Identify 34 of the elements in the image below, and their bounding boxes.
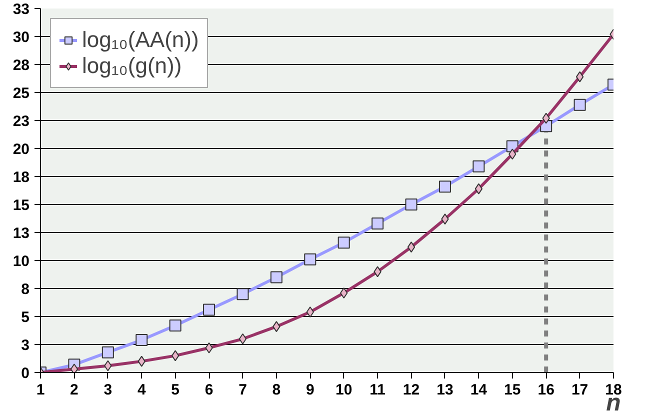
y-tick-label: 23 xyxy=(12,113,30,130)
y-tick-label: 13 xyxy=(12,225,30,242)
x-tick-label: 7 xyxy=(238,382,247,398)
y-tick-label: 10 xyxy=(12,253,30,270)
y-tick-label: 30 xyxy=(12,29,30,46)
y-tick-label: 33 xyxy=(12,1,30,18)
x-tick-label: 13 xyxy=(436,382,454,398)
x-tick-label: 4 xyxy=(137,382,146,398)
x-tick-label: 12 xyxy=(402,382,420,398)
x-tick-label: 18 xyxy=(605,382,622,398)
y-tick-label: 25 xyxy=(12,85,30,102)
y-tick-label: 0 xyxy=(21,365,30,382)
x-tick-label: 5 xyxy=(171,382,180,398)
x-tick-label: 9 xyxy=(306,382,314,398)
legend-label: log₁₀(AA(n)) xyxy=(82,27,199,53)
x-tick-label: 3 xyxy=(104,382,112,398)
x-tick-label: 16 xyxy=(538,382,554,398)
x-tick-label: 2 xyxy=(70,382,78,398)
x-tick-label: 1 xyxy=(36,382,45,398)
x-tick-label: 6 xyxy=(204,382,214,398)
y-tick-label: 20 xyxy=(12,141,30,158)
y-tick-label: 18 xyxy=(12,169,30,186)
y-tick-label: 15 xyxy=(12,197,30,214)
y-tick-label: 5 xyxy=(21,309,30,326)
x-tick-label: 11 xyxy=(370,382,386,398)
x-tick-label: 8 xyxy=(272,382,281,398)
x-tick-label: 15 xyxy=(504,382,521,398)
x-tick-label: 10 xyxy=(336,382,352,398)
y-tick-label: 28 xyxy=(12,57,30,74)
x-tick-label: 14 xyxy=(470,382,488,398)
legend-label: log₁₀(g(n)) xyxy=(82,53,182,79)
y-tick-label: 3 xyxy=(21,337,30,354)
x-tick-label: 17 xyxy=(571,382,588,398)
y-tick-label: 8 xyxy=(21,281,30,298)
